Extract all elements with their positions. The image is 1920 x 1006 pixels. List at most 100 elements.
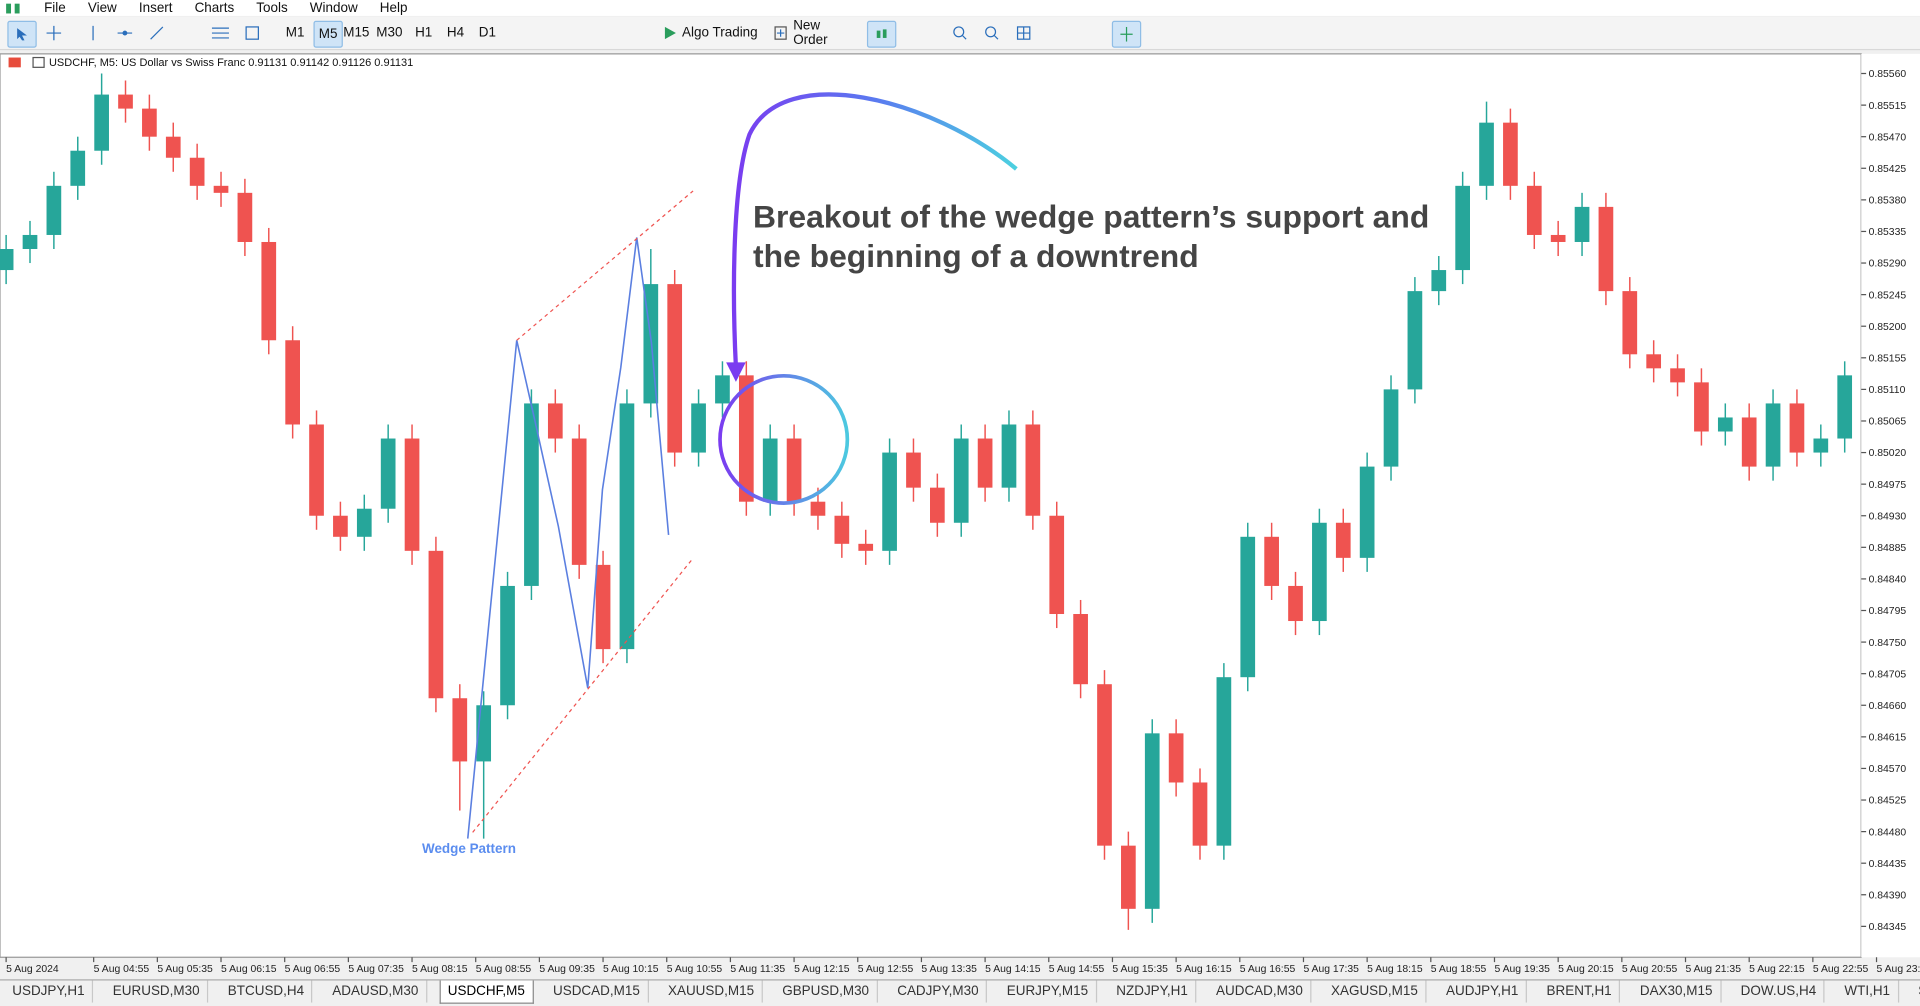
y-tick-label: 0.84975 — [1869, 480, 1907, 491]
timeframe-button[interactable]: M30 — [376, 25, 403, 41]
candle-body — [0, 249, 14, 271]
timeframe-button[interactable]: H4 — [446, 25, 465, 41]
chart-tab[interactable]: BTCUSD,H4 — [220, 980, 313, 1003]
chart-tab[interactable]: CADJPY,M30 — [890, 980, 988, 1003]
x-tick-label: 5 Aug 21:35 — [1686, 964, 1742, 975]
candle-body — [1001, 424, 1017, 488]
x-tick-label: 5 Aug 20:55 — [1622, 964, 1678, 975]
x-tick-label: 5 Aug 08:15 — [412, 964, 468, 975]
candle-body — [261, 241, 277, 341]
toolbar: Algo Trading New Order M1 M5 M15 M30 H1 H4 D1 — [0, 17, 1920, 51]
menu-item[interactable]: File — [44, 0, 66, 16]
menu-item[interactable]: Tools — [256, 0, 288, 16]
y-tick-label: 0.84525 — [1869, 796, 1907, 807]
zoom-in-button[interactable] — [948, 21, 972, 45]
candle-body — [1288, 585, 1303, 622]
y-tick-label: 0.85245 — [1869, 290, 1907, 301]
wedge-zigzag — [466, 237, 670, 839]
candle-body — [118, 94, 133, 109]
candle-body — [953, 438, 969, 523]
y-tick-label: 0.85020 — [1869, 448, 1907, 459]
chart-tab[interactable]: ADAUSD,M30 — [325, 980, 427, 1003]
x-tick-label: 5 Aug 22:15 — [1749, 964, 1805, 975]
chart-tab[interactable]: EURUSD,M30 — [105, 980, 209, 1003]
chart-tab[interactable]: SP500,M15 — [1911, 981, 1920, 1003]
chart-tab[interactable]: EURJPY,M15 — [999, 980, 1097, 1003]
algo-trading-button[interactable]: Algo Trading — [658, 21, 766, 45]
menu-item[interactable]: Window — [309, 0, 358, 16]
chart-tab[interactable]: NZDJPY,H1 — [1109, 980, 1197, 1003]
menu-item[interactable]: Insert — [138, 0, 173, 16]
x-tick-label: 5 Aug 14:15 — [985, 964, 1041, 975]
symbol-icon — [8, 57, 21, 68]
candle-body — [571, 438, 587, 565]
y-tick-label: 0.84750 — [1869, 638, 1907, 649]
candle-body — [1073, 614, 1088, 685]
chart-tab[interactable]: XAUUSD,M15 — [661, 980, 763, 1003]
y-tick-label: 0.85155 — [1869, 353, 1907, 364]
shapes-tool[interactable] — [240, 21, 264, 45]
vline-tool[interactable] — [81, 21, 105, 45]
x-tick-label: 5 Aug 04:55 — [94, 964, 150, 975]
fibo-tool[interactable] — [208, 21, 232, 45]
candle-body — [404, 438, 420, 551]
y-tick-label: 0.84705 — [1869, 669, 1907, 680]
menu-item[interactable]: Help — [379, 0, 408, 16]
breakout-circle — [718, 373, 850, 505]
cursor-tool[interactable] — [7, 20, 37, 48]
hline-tool[interactable] — [113, 21, 137, 45]
chart-tab[interactable]: DOW.US,H4 — [1733, 980, 1825, 1003]
candle-body — [1455, 185, 1471, 271]
chart-tab[interactable]: USDJPY,H1 — [5, 980, 94, 1003]
candle-body — [1550, 234, 1566, 242]
chart-tab[interactable]: AUDCAD,M30 — [1209, 980, 1312, 1003]
candle-body — [1479, 122, 1494, 186]
candle-body — [94, 94, 109, 151]
trendline-tool[interactable] — [144, 21, 168, 45]
candle-body — [1335, 522, 1351, 558]
y-tick-label: 0.84885 — [1869, 543, 1907, 554]
chart-tab[interactable]: DAX30,M15 — [1632, 980, 1722, 1003]
chart-tab[interactable]: AUDJPY,H1 — [1439, 980, 1527, 1003]
menu-bar: File View Insert Charts Tools Window Help — [0, 0, 1920, 16]
new-order-button[interactable]: New Order — [769, 18, 857, 48]
timeframe-button[interactable]: D1 — [478, 25, 496, 41]
chart-tab[interactable]: WTI,H1 — [1837, 980, 1899, 1003]
timeframe-button[interactable]: M1 — [285, 25, 305, 41]
candle-body — [142, 108, 157, 137]
autoscroll-button[interactable] — [1111, 20, 1142, 48]
zoom-out-button[interactable] — [980, 21, 1004, 45]
crosshair-tool[interactable] — [42, 21, 66, 45]
candle-body — [165, 136, 181, 158]
x-tick-label: 5 Aug 12:15 — [794, 964, 850, 975]
candle-body — [1049, 515, 1065, 615]
x-tick-label: 5 Aug 13:35 — [921, 964, 977, 975]
y-tick-label: 0.84480 — [1869, 827, 1907, 838]
candles-button[interactable] — [866, 20, 897, 48]
x-tick-label: 5 Aug 17:35 — [1303, 964, 1359, 975]
candle-body — [1694, 382, 1709, 432]
x-tick-label: 5 Aug 19:35 — [1494, 964, 1550, 975]
y-tick-label: 0.85110 — [1869, 385, 1906, 396]
candle-body — [930, 487, 945, 523]
timeframe-button[interactable]: M15 — [343, 25, 370, 41]
x-tick-label: 5 Aug 18:15 — [1367, 964, 1423, 975]
candle-body — [906, 452, 921, 488]
timeframe-button[interactable]: H1 — [415, 25, 433, 41]
y-tick-label: 0.84840 — [1869, 575, 1907, 586]
candle-body — [189, 157, 205, 186]
timeframe-button[interactable]: M5 — [313, 20, 343, 48]
menu-item[interactable]: View — [87, 0, 117, 16]
candles — [0, 73, 1853, 930]
chart-tab[interactable]: XAGUSD,M15 — [1324, 980, 1427, 1003]
grid-button[interactable] — [1011, 21, 1035, 45]
chart-tab[interactable]: USDCAD,M15 — [546, 980, 649, 1003]
chart-tab[interactable]: GBPUSD,M30 — [775, 980, 878, 1003]
chart-tab[interactable]: BRENT,H1 — [1539, 980, 1621, 1003]
menu-item[interactable]: Charts — [194, 0, 235, 16]
candle-body — [786, 438, 802, 502]
candle-body — [1025, 424, 1041, 516]
arrow-head — [726, 362, 746, 382]
candle-body — [1574, 206, 1590, 242]
chart-tab[interactable]: USDCHF,M5 — [439, 980, 534, 1004]
